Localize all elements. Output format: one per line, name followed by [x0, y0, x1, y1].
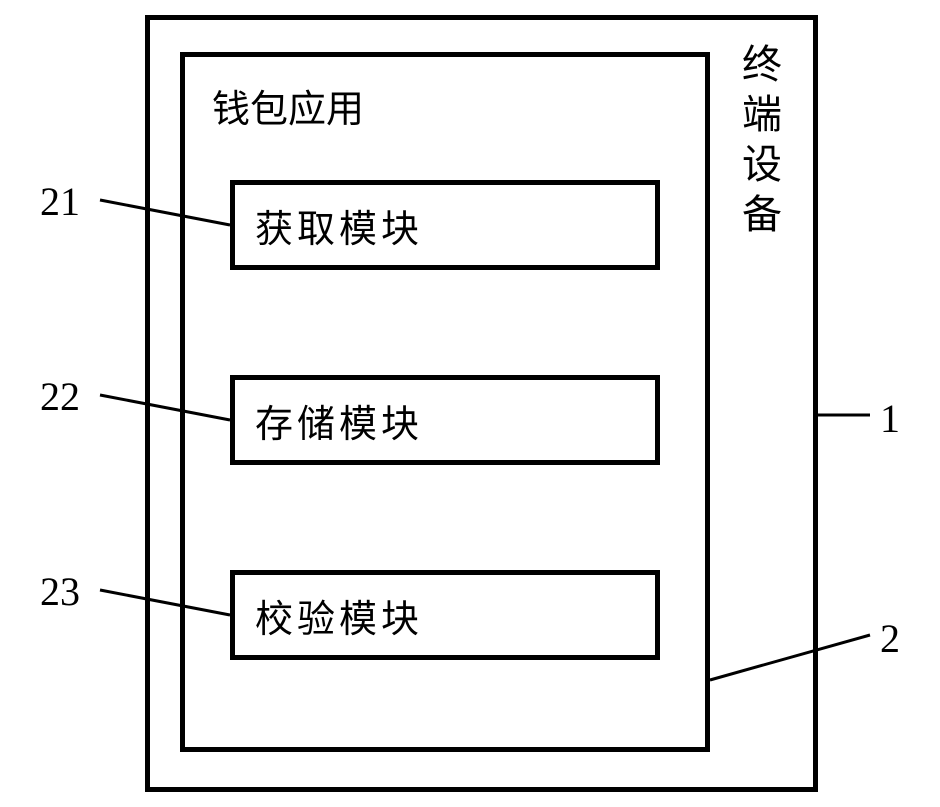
ref-label-23: 23: [40, 568, 80, 615]
outer-box-label: 终端设备: [740, 40, 784, 240]
module-box-storage: 存储模块: [230, 375, 660, 465]
module-box-acquire: 获取模块: [230, 180, 660, 270]
ref-label-1: 1: [880, 395, 900, 442]
module-label-storage: 存储模块: [255, 393, 423, 448]
outer-box-label-text: 终端设备: [742, 42, 782, 237]
module-label-acquire: 获取模块: [255, 198, 423, 253]
diagram-stage: 终端设备 钱包应用 获取模块 存储模块 校验模块 21 22 23 1 2: [0, 0, 940, 807]
inner-box-title-text: 钱包应用: [212, 89, 364, 131]
ref-label-2: 2: [880, 615, 900, 662]
ref-label-22: 22: [40, 373, 80, 420]
module-label-verify: 校验模块: [255, 588, 423, 643]
inner-box-title: 钱包应用: [212, 78, 364, 133]
ref-label-21: 21: [40, 178, 80, 225]
module-box-verify: 校验模块: [230, 570, 660, 660]
